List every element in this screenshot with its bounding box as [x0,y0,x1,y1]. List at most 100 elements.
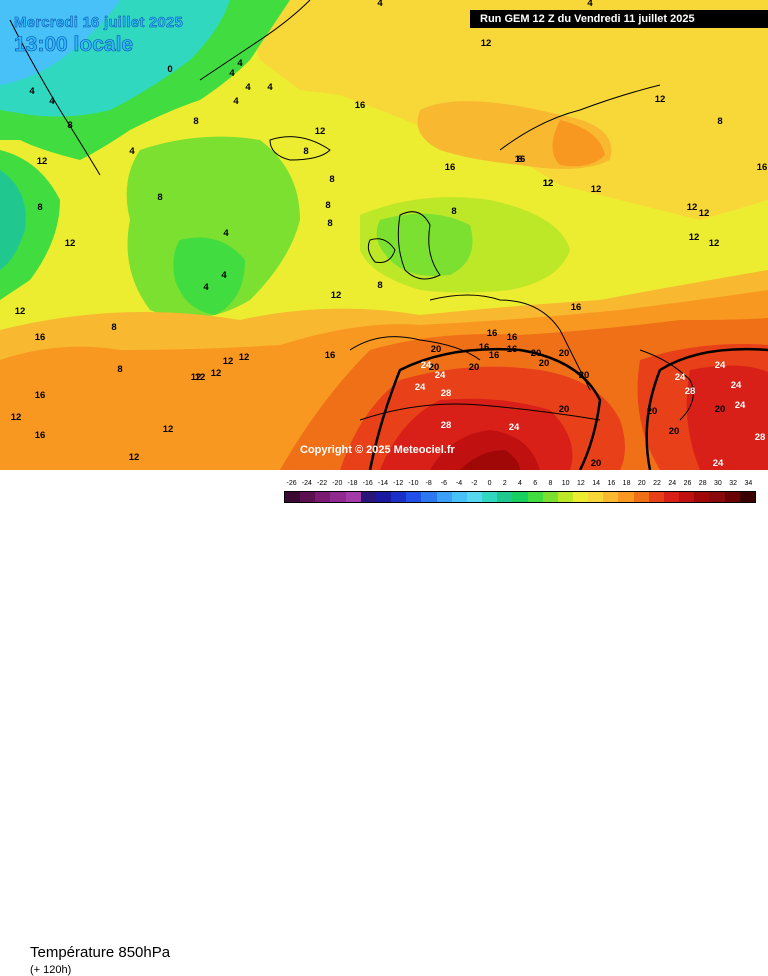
isotherm-value-label: 4 [587,0,593,9]
isotherm-value-label: 20 [669,426,680,437]
isotherm-value-label: 24 [715,360,726,371]
color-scale-label: 18 [620,480,634,487]
color-scale-label: 10 [559,480,573,487]
color-scale-swatch [437,492,452,502]
isotherm-value-label: 28 [441,388,452,399]
isotherm-value-label: 8 [193,116,198,127]
isotherm-value-label: 12 [163,424,174,435]
isotherm-value-label: 20 [559,404,570,415]
forecast-time: 13:00 locale [14,33,133,57]
isotherm-value-label: 28 [755,432,766,443]
color-scale-label: -2 [467,480,481,487]
isotherm-value-label: 24 [415,382,426,393]
color-scale-swatch [285,492,300,502]
isotherm-value-label: 12 [129,452,140,463]
color-scale-label: 8 [543,480,557,487]
isotherm-value-label: 8 [377,280,382,291]
isotherm-value-label: 16 [507,344,518,355]
color-scale-swatch [482,492,497,502]
isotherm-value-label: 16 [479,342,490,353]
color-scale-label: -14 [376,480,390,487]
isotherm-value-label: 12 [211,368,222,379]
isotherm-value-label: 4 [221,270,227,281]
isotherm-value-label: 8 [327,218,332,229]
forecast-date: Mercredi 16 juillet 2025 [14,14,183,31]
isotherm-value-label: 20 [469,362,480,373]
isotherm-value-label: 8 [329,174,334,185]
isotherm-value-label: 16 [757,162,768,173]
isotherm-value-label: 20 [559,348,570,359]
color-scale-swatch [406,492,421,502]
color-scale-swatch [346,492,361,502]
isotherm-value-label: 4 [377,0,383,9]
isotherm-value-label: 12 [687,202,698,213]
isotherm-value-label: 16 [325,350,336,361]
isotherm-value-label: 28 [685,386,696,397]
color-scale-label: -24 [300,480,314,487]
color-scale-label: 24 [665,480,679,487]
isotherm-value-label: 20 [579,370,590,381]
isotherm-value-label: 12 [481,38,492,49]
isotherm-value-label: 16 [487,328,498,339]
color-scale-bar [284,491,756,503]
isotherm-value-label: 4 [233,96,239,107]
isotherm-value-label: 4 [245,82,251,93]
isotherm-value-label: 4 [29,86,35,97]
isotherm-value-label: 20 [647,406,658,417]
isotherm-value-label: 16 [355,100,366,111]
isotherm-value-label: 4 [203,282,209,293]
color-scale-swatch [528,492,543,502]
isotherm-value-label: 24 [713,458,724,469]
color-scale-label: 26 [680,480,694,487]
color-scale-label: 0 [483,480,497,487]
legend-subtitle: (+ 120h) [30,964,71,976]
isotherm-value-label: 8 [157,192,162,203]
isotherm-value-label: 4 [267,82,273,93]
color-scale-swatch [603,492,618,502]
color-scale-label: -22 [315,480,329,487]
isotherm-value-label: 12 [195,372,206,383]
isotherm-value-label: 8 [325,200,330,211]
isotherm-value-label: 12 [689,232,700,243]
color-scale-swatch [649,492,664,502]
isotherm-value-label: 20 [591,458,602,469]
isotherm-value-label: 28 [441,420,452,431]
color-scale-label: 30 [711,480,725,487]
isotherm-value-label: 16 [489,350,500,361]
color-scale-swatch [391,492,406,502]
color-scale-label: 28 [696,480,710,487]
color-scale-label: 32 [726,480,740,487]
isotherm-value-label: 12 [699,208,710,219]
color-scale-swatch [618,492,633,502]
color-scale-label: 6 [528,480,542,487]
isotherm-value-label: 16 [35,390,46,401]
color-scale-swatch [497,492,512,502]
isotherm-value-label: 24 [735,400,746,411]
isotherm-value-label: 12 [239,352,250,363]
color-scale-label: 22 [650,480,664,487]
isotherm-value-label: 12 [543,178,554,189]
color-scale-swatch [558,492,573,502]
isotherm-value-label: 16 [571,302,582,313]
color-scale-swatch [679,492,694,502]
model-run-info: Run GEM 12 Z du Vendredi 11 juillet 2025 [470,10,768,28]
isotherm-value-label: 20 [431,344,442,355]
isotherm-value-label: 4 [237,58,243,69]
color-scale-label: -20 [330,480,344,487]
isotherm-value-label: 16 [35,430,46,441]
isotherm-value-label: 4 [229,68,235,79]
color-scale-swatch [588,492,603,502]
isotherm-value-label: 24 [435,370,446,381]
color-scale-swatch [634,492,649,502]
color-scale-label: -4 [452,480,466,487]
color-scale-label: -26 [285,480,299,487]
color-scale-label: 16 [604,480,618,487]
temperature-field-24-east [687,365,768,470]
isotherm-value-label: 12 [655,94,666,105]
isotherm-value-label: 12 [37,156,48,167]
isotherm-value-label: 16 [35,332,46,343]
isotherm-value-label: 12 [591,184,602,195]
